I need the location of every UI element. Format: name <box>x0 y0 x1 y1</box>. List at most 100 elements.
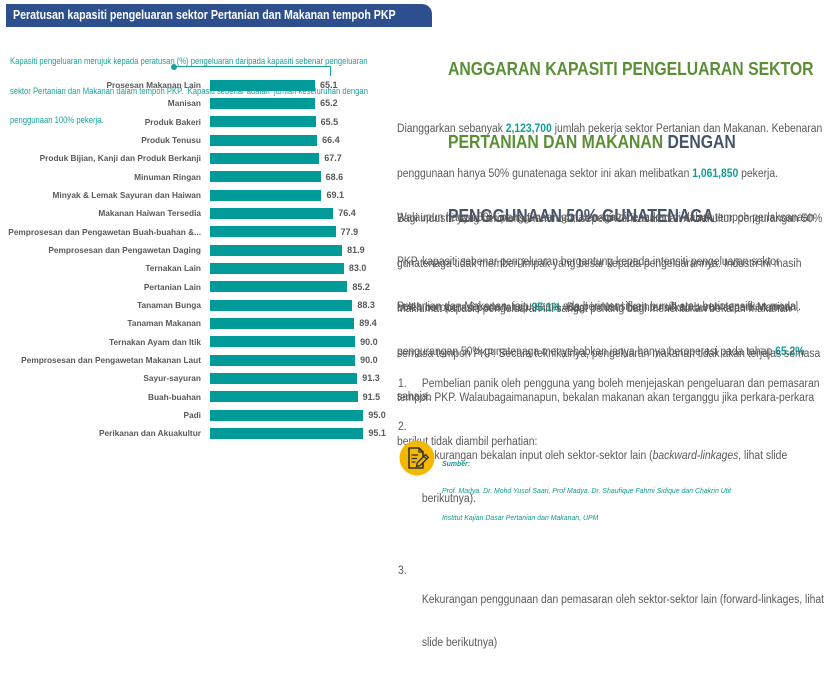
text-line: penggunaan hanya 50% gunatenaga sektor i… <box>397 167 822 182</box>
page-title: ANGGARAN KAPASITI PENGELUARAN SEKTOR PER… <box>448 8 813 253</box>
connector-line <box>173 66 330 67</box>
text-line: Pertanian dan Makanan, iaitu sama ada be… <box>397 300 801 313</box>
category-label: Tanaman Makanan <box>127 318 201 329</box>
bar <box>210 299 353 311</box>
value-label: 95.0 <box>368 410 386 421</box>
text-segment: Kekurangan bekalan input oleh sektor-sek… <box>421 449 653 462</box>
list-text: Kekurangan penggunaan dan pemasaran oleh… <box>421 593 825 606</box>
text-segment: pengurangan 50% gunatenaga menyebabkan i… <box>397 346 776 359</box>
chart-row: Pemprosesan dan Pengawetan Makanan Laut 9… <box>0 351 400 369</box>
text-segment: boleh beroperasi pada tahap <box>397 301 532 314</box>
text-segment: . Bagi industri berintensifkan buruh sep… <box>561 301 800 314</box>
text-segment: jumlah pekerja sektor Pertanian dan Maka… <box>551 123 823 136</box>
value-label: 77.9 <box>340 226 359 237</box>
chart-row: Padi 95.0 <box>0 406 400 424</box>
chart-row: Perikanan dan Akuakultur 95.1 <box>0 424 400 442</box>
text-segment: Dianggarkan sebanyak <box>397 123 506 136</box>
bar <box>210 372 358 384</box>
bar <box>210 262 344 274</box>
category-label: Padi <box>183 409 201 420</box>
text-line: Dianggarkan sebanyak 2,123,700 jumlah pe… <box>397 122 822 137</box>
list-text: slide berikutnya) <box>421 636 498 649</box>
title-segment: DENGAN <box>663 131 736 153</box>
value-label: 76.4 <box>338 208 356 219</box>
bar <box>210 391 358 403</box>
value-label: 66.4 <box>322 135 340 146</box>
value-label: 68.6 <box>325 171 344 182</box>
value-label: 83.0 <box>348 263 367 274</box>
list-text: Pembelian panik oleh pengguna yang boleh… <box>421 377 820 390</box>
chart-row: Tanaman Makanan 89.4 <box>0 314 400 332</box>
chart-row: Produk Bijian, Kanji dan Produk Berkanji… <box>0 149 400 167</box>
title-line: PENGGUNAAN 50% GUNATENAGA <box>448 204 714 226</box>
category-label: Pemprosesan dan Pengawetan Daging <box>48 244 201 255</box>
highlight-number: 65.2% <box>775 346 805 359</box>
category-label: Pertanian Lain <box>143 281 201 292</box>
category-label: Tanaman Bunga <box>137 299 201 310</box>
text-line: Walaupun hanya 50% penggunaan gunatenaga… <box>397 211 815 224</box>
text-segment: , lihat slide <box>738 449 788 462</box>
highlight-number: 95.1% <box>531 301 562 314</box>
chart-row: Manisan 65.2 <box>0 94 400 112</box>
connector-line <box>330 66 331 76</box>
text-line: Bagi industri yang berintensifkan modal … <box>397 213 823 226</box>
category-label: Makanan Haiwan Tersedia <box>98 208 201 219</box>
source-citation: Sumber: Prof. Madya. Dr. Mohd Yusof Saar… <box>442 441 731 531</box>
paragraph-workforce: Dianggarkan sebanyak 2,123,700 jumlah pe… <box>397 93 822 330</box>
description-line: penggunaan 100% pekerja. <box>10 115 104 126</box>
category-label: Ternakan Ayam dan Itik <box>109 336 201 347</box>
chart-description: Kapasiti pengeluaran merujuk kepada pera… <box>10 38 368 136</box>
paragraph-intensity: Bagi industri yang berintensifkan modal … <box>397 183 822 420</box>
chart-row: Sayur-sayuran 91.3 <box>0 369 400 387</box>
bar <box>210 354 356 366</box>
description-line: Kapasiti pengeluaran merujuk kepada pera… <box>10 56 368 67</box>
category-label: Minyak & Lemak Sayuran dan Haiwan <box>52 189 201 200</box>
list-number: 2. <box>398 420 407 433</box>
bar <box>210 427 364 439</box>
chart-row: Pemprosesan dan Pengawetan Daging 81.9 <box>0 241 400 259</box>
document-pencil-icon <box>399 440 435 476</box>
category-label: Perikanan dan Akuakultur <box>98 428 201 439</box>
list-text: Kekurangan bekalan input oleh sektor-sek… <box>422 449 787 463</box>
chart-row: Produk Bakeri 65.5 <box>0 113 400 131</box>
chart-row: Pemprosesan dan Pengawetan Buah-buahan &… <box>0 223 400 241</box>
list-number: 3. <box>398 564 407 577</box>
source-label: Sumber: <box>442 458 471 468</box>
chart-row: Tanaman Bunga 88.3 <box>0 296 400 314</box>
source-authors: Prof. Madya. Dr. Mohd Yusof Saari, Prof … <box>442 485 732 495</box>
value-label: 85.2 <box>352 281 370 292</box>
text-line: pengurangan 50% gunatenaga menyebabkan i… <box>397 345 822 360</box>
category-label: Prosesan Makanan Lain <box>106 80 201 90</box>
value-label: 65.1 <box>320 80 338 91</box>
text-segment: pekerja. <box>738 167 778 180</box>
category-label: Produk Tenusu <box>141 134 201 145</box>
chart-row: Pertanian Lain 85.2 <box>0 278 400 296</box>
paragraph-importance: Maklumat kapasiti pengeluaran ini sangat… <box>397 273 820 465</box>
bar <box>210 281 348 293</box>
text-line: semasa tempoh PKP. Secara teknikalnya, p… <box>397 347 821 360</box>
bar <box>210 317 355 329</box>
category-label: Buah-buahan <box>147 391 201 402</box>
value-label: 91.3 <box>362 373 380 384</box>
category-label: Minuman Ringan <box>134 171 201 182</box>
bar <box>210 207 334 219</box>
italic-term: backward-linkages <box>652 449 739 462</box>
chart-title: Peratusan kapasiti pengeluaran sektor Pe… <box>13 8 396 22</box>
chart-header-bar: Peratusan kapasiti pengeluaran sektor Pe… <box>6 4 432 27</box>
category-label: Sayur-sayuran <box>143 373 201 384</box>
category-label: Pemprosesan dan Pengawetan Makanan Laut <box>21 354 201 365</box>
value-label: 81.9 <box>347 245 365 256</box>
category-label: Ternakan Lain <box>145 263 201 274</box>
bar <box>210 152 320 164</box>
text-segment: penggunaan hanya 50% gunatenaga sektor i… <box>397 167 693 180</box>
bar <box>210 189 322 201</box>
title-segment: PERTANIAN DAN MAKANAN <box>448 131 664 153</box>
value-label: 90.0 <box>360 355 378 366</box>
category-label: Produk Bijian, Kanji dan Produk Berkanji <box>39 153 201 164</box>
bar <box>210 336 356 348</box>
list-number: 1. <box>398 377 407 390</box>
category-label: Pemprosesan dan Pengawetan Buah-buahan &… <box>8 226 201 237</box>
chart-row: Prosesan Makanan Lain 65.1 <box>0 76 400 94</box>
bar <box>210 79 315 91</box>
chart-row: Minuman Ringan 68.6 <box>0 168 400 186</box>
